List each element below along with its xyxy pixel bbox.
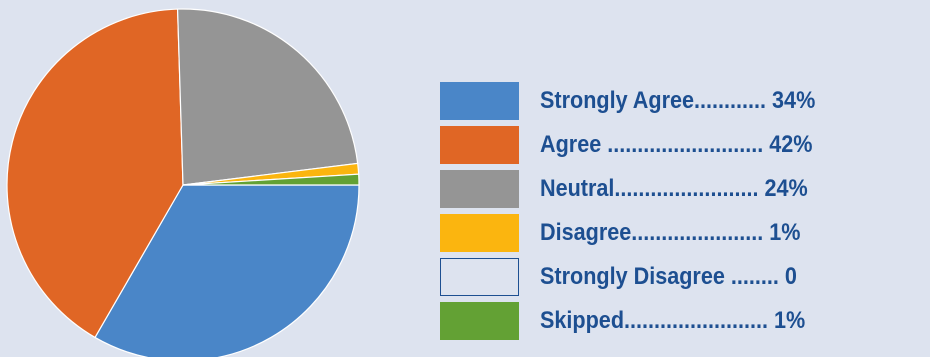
pie-slice-strongly-agree [94, 184, 360, 357]
legend-item-skipped: Skipped........................ 1% [440, 302, 928, 340]
pie-slice-skipped [182, 173, 360, 186]
legend-swatch-strongly-agree [440, 82, 519, 120]
legend-swatch-disagree [440, 214, 519, 252]
pie-chart [6, 8, 360, 357]
legend-swatch-strongly-disagree [440, 258, 519, 296]
pie-slice-neutral [176, 8, 359, 186]
legend-label-agree: Agree .......................... 42% [540, 131, 813, 158]
legend-label-strongly-agree: Strongly Agree............ 34% [540, 87, 816, 114]
legend-item-disagree: Disagree...................... 1% [440, 214, 928, 252]
legend-label-disagree: Disagree...................... 1% [540, 219, 801, 246]
legend-label-neutral: Neutral........................ 24% [540, 175, 808, 202]
legend-swatch-agree [440, 126, 519, 164]
legend-swatch-neutral [440, 170, 519, 208]
legend-label-skipped: Skipped........................ 1% [540, 307, 806, 334]
legend-label-strongly-disagree: Strongly Disagree ........ 0 [540, 263, 797, 290]
legend-item-agree: Agree .......................... 42% [440, 126, 928, 164]
legend-item-strongly-disagree: Strongly Disagree ........ 0 [440, 258, 928, 296]
legend-swatch-skipped [440, 302, 519, 340]
legend-item-strongly-agree: Strongly Agree............ 34% [440, 82, 928, 120]
pie-slice-agree [6, 8, 184, 339]
legend-item-neutral: Neutral........................ 24% [440, 170, 928, 208]
